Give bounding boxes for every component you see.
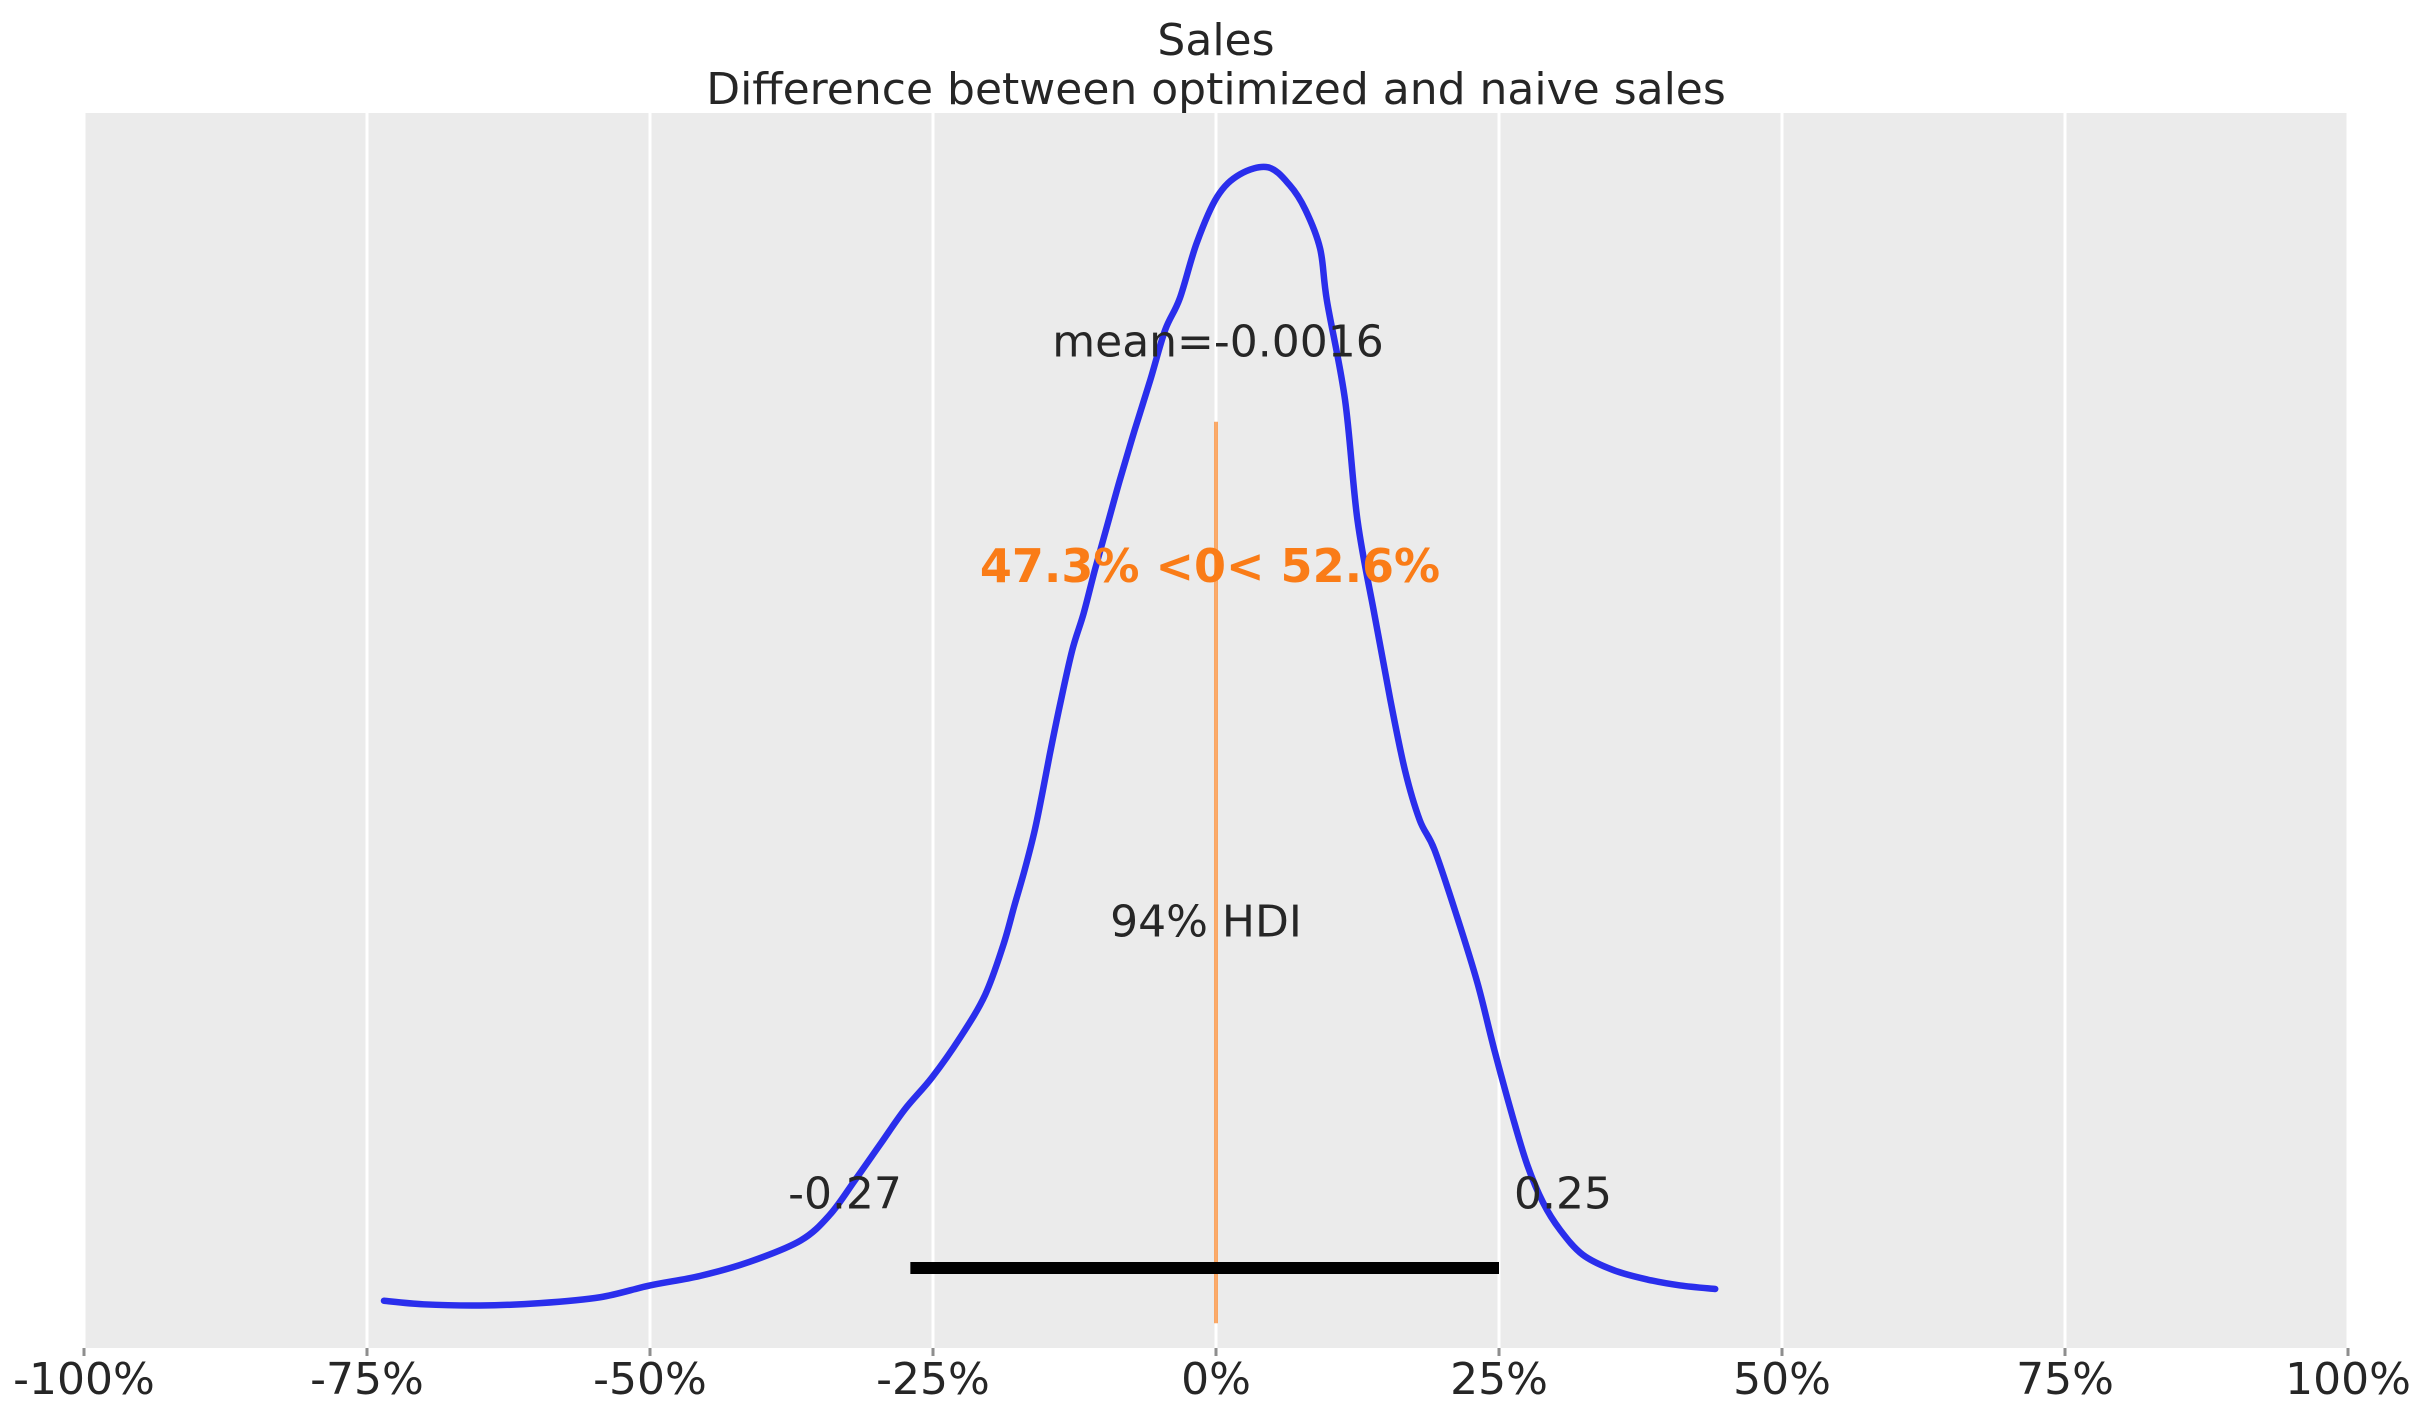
kde-curve: [380, 163, 1719, 1309]
x-tick-label: 25%: [1450, 1354, 1548, 1405]
plot-title: Sales Difference between optimized and n…: [706, 16, 1726, 114]
kde-chart-canvas: [84, 113, 2348, 1348]
x-tick-label: 75%: [2016, 1354, 2114, 1405]
hdi-upper-bound-label: 0.25: [1514, 1168, 1612, 1220]
plot-title-line1: Sales: [1157, 15, 1275, 66]
ref-val-probability-label: 47.3% <0< 52.6%: [979, 539, 1441, 593]
x-tick-mark: [931, 1348, 935, 1356]
x-tick-label: 100%: [2285, 1354, 2411, 1405]
x-tick-label: -50%: [593, 1354, 707, 1405]
x-tick-label: -100%: [13, 1354, 155, 1405]
x-tick-label: 0%: [1181, 1354, 1251, 1405]
x-tick-mark: [2063, 1348, 2067, 1356]
x-tick-label: -75%: [310, 1354, 424, 1405]
x-tick-mark: [1214, 1348, 1218, 1356]
x-tick-mark: [1497, 1348, 1501, 1356]
x-tick-mark: [1780, 1348, 1784, 1356]
plot-title-line2: Difference between optimized and naive s…: [706, 64, 1726, 115]
hdi-lower-bound-label: -0.27: [788, 1168, 902, 1220]
plot-area: [84, 113, 2348, 1348]
mean-label: mean=-0.0016: [1052, 316, 1384, 368]
x-tick-mark: [648, 1348, 652, 1356]
hdi-label: 94% HDI: [1110, 896, 1302, 948]
x-tick-mark: [82, 1348, 86, 1356]
x-tick-mark: [365, 1348, 369, 1356]
x-tick-mark: [2346, 1348, 2350, 1356]
x-tick-label: 50%: [1733, 1354, 1831, 1405]
x-tick-label: -25%: [876, 1354, 990, 1405]
